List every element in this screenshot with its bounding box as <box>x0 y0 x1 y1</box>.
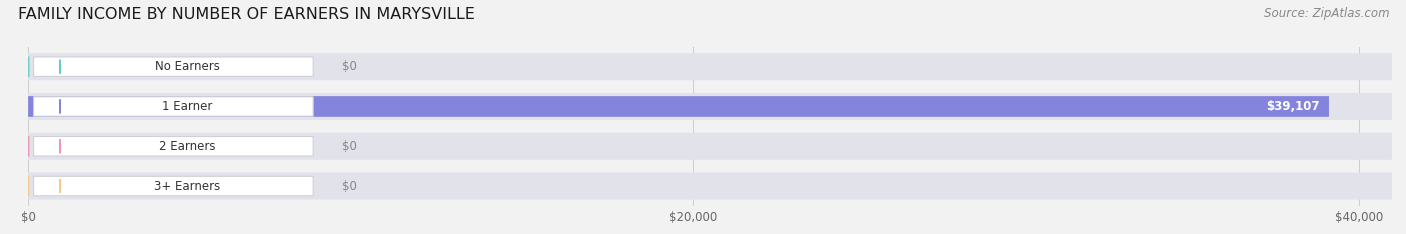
FancyBboxPatch shape <box>28 93 1392 120</box>
Text: $0: $0 <box>342 140 357 153</box>
Text: Source: ZipAtlas.com: Source: ZipAtlas.com <box>1264 7 1389 20</box>
FancyBboxPatch shape <box>28 53 1392 80</box>
FancyBboxPatch shape <box>28 96 1329 117</box>
Text: 1 Earner: 1 Earner <box>162 100 212 113</box>
FancyBboxPatch shape <box>34 97 314 116</box>
FancyBboxPatch shape <box>28 172 1392 200</box>
Text: $39,107: $39,107 <box>1265 100 1319 113</box>
Text: No Earners: No Earners <box>155 60 219 73</box>
Text: 2 Earners: 2 Earners <box>159 140 215 153</box>
Text: 3+ Earners: 3+ Earners <box>155 179 221 193</box>
Text: $0: $0 <box>342 179 357 193</box>
FancyBboxPatch shape <box>34 57 314 77</box>
FancyBboxPatch shape <box>34 176 314 196</box>
Text: $0: $0 <box>342 60 357 73</box>
FancyBboxPatch shape <box>34 136 314 156</box>
FancyBboxPatch shape <box>28 133 1392 160</box>
Text: FAMILY INCOME BY NUMBER OF EARNERS IN MARYSVILLE: FAMILY INCOME BY NUMBER OF EARNERS IN MA… <box>18 7 475 22</box>
